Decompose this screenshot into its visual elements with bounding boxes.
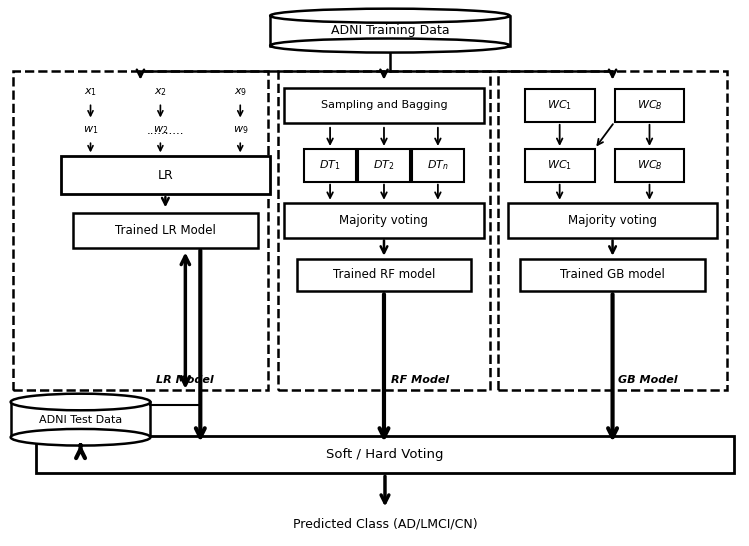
Text: LR: LR [157, 169, 173, 182]
Text: $DT_2$: $DT_2$ [373, 158, 395, 172]
FancyBboxPatch shape [525, 89, 595, 122]
Ellipse shape [10, 429, 151, 446]
Text: Predicted Class (AD/LMCI/CN): Predicted Class (AD/LMCI/CN) [293, 518, 477, 531]
FancyBboxPatch shape [284, 203, 484, 238]
FancyBboxPatch shape [36, 436, 734, 473]
Text: Soft / Hard Voting: Soft / Hard Voting [327, 448, 443, 461]
FancyBboxPatch shape [358, 149, 410, 182]
Text: $x_2$: $x_2$ [154, 87, 167, 98]
Text: $WC_B$: $WC_B$ [637, 98, 662, 112]
Ellipse shape [10, 394, 151, 410]
Text: $WC_1$: $WC_1$ [548, 158, 572, 172]
FancyBboxPatch shape [61, 156, 270, 194]
FancyBboxPatch shape [525, 149, 595, 182]
Text: $DT_n$: $DT_n$ [427, 158, 449, 172]
Text: $WC_1$: $WC_1$ [548, 98, 572, 112]
Text: ADNI Test Data: ADNI Test Data [39, 414, 122, 425]
FancyBboxPatch shape [284, 88, 484, 123]
Text: $w_1$: $w_1$ [83, 124, 98, 136]
Text: $x_9$: $x_9$ [234, 87, 247, 98]
Text: Trained GB model: Trained GB model [560, 269, 665, 282]
Text: Sampling and Bagging: Sampling and Bagging [321, 100, 447, 110]
Bar [10, 402, 151, 437]
FancyBboxPatch shape [73, 212, 258, 247]
Ellipse shape [270, 39, 510, 52]
Text: $DT_1$: $DT_1$ [319, 158, 341, 172]
Text: Trained RF model: Trained RF model [333, 269, 435, 282]
Text: $w_2$: $w_2$ [153, 124, 168, 136]
FancyBboxPatch shape [304, 149, 356, 182]
Text: ADNI Training Data: ADNI Training Data [330, 24, 449, 37]
FancyBboxPatch shape [614, 89, 685, 122]
FancyBboxPatch shape [297, 259, 471, 292]
FancyBboxPatch shape [412, 149, 464, 182]
Text: $x_1$: $x_1$ [84, 87, 97, 98]
Text: Trained LR Model: Trained LR Model [115, 224, 216, 236]
FancyBboxPatch shape [614, 149, 685, 182]
Text: LR Model: LR Model [157, 375, 214, 385]
Text: RF Model: RF Model [391, 375, 449, 385]
Ellipse shape [270, 9, 510, 23]
Text: Majority voting: Majority voting [339, 213, 428, 227]
Text: $WC_B$: $WC_B$ [637, 158, 662, 172]
FancyBboxPatch shape [521, 259, 705, 292]
Text: GB Model: GB Model [618, 375, 677, 385]
FancyBboxPatch shape [508, 203, 718, 238]
Text: ..........: .......... [147, 124, 184, 137]
Text: $w_9$: $w_9$ [232, 124, 248, 136]
Text: Majority voting: Majority voting [568, 213, 657, 227]
Bar [270, 16, 510, 45]
